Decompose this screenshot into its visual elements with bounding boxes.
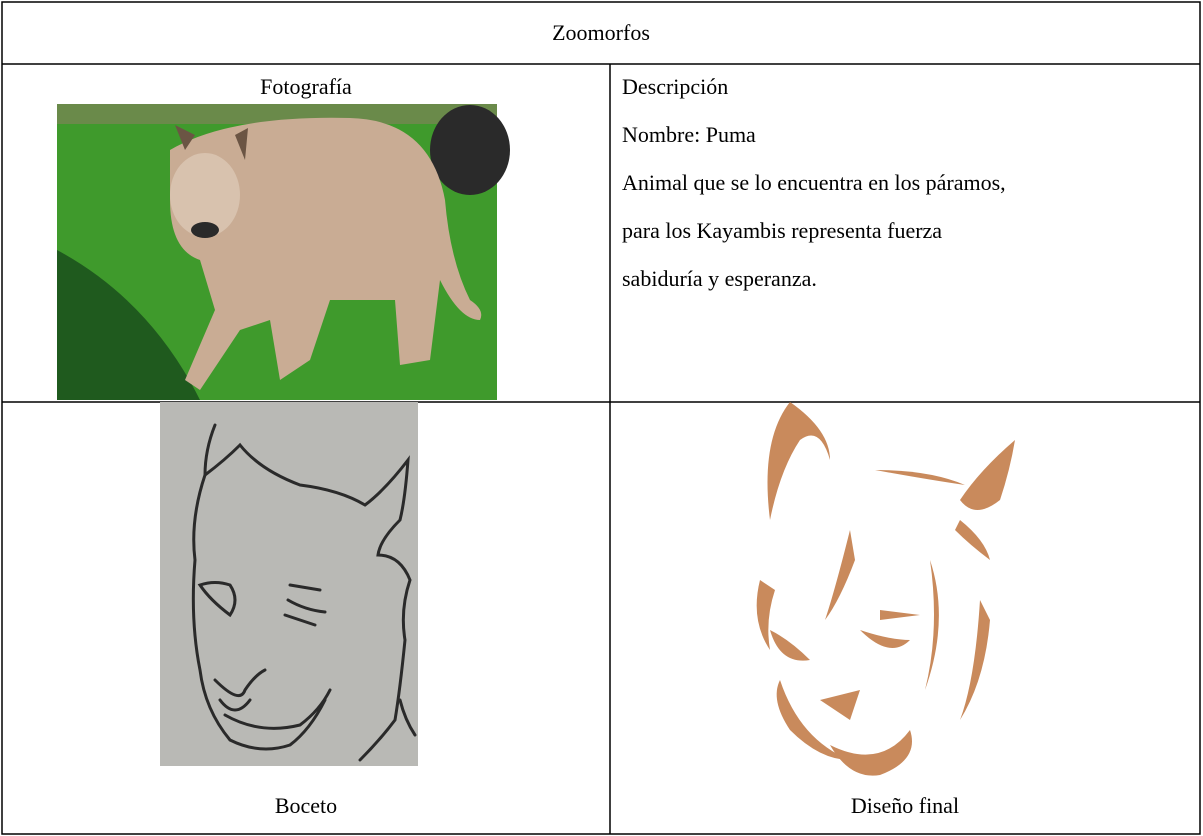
description-line: Animal que se lo encuentra en los páramo… [622, 170, 1006, 195]
description-line: para los Kayambis representa fuerza [622, 218, 943, 243]
column-label: Fotografía [260, 74, 352, 99]
description-name: Nombre: Puma [622, 122, 756, 147]
final-label: Diseño final [850, 793, 960, 818]
description-line: sabiduría y esperanza. [622, 266, 817, 291]
table-title: Zoomorfos [552, 20, 650, 45]
description-heading: Descripción [622, 74, 729, 99]
puma-photo [57, 104, 510, 400]
puma-sketch [160, 402, 418, 766]
puma-final-design [756, 402, 1015, 776]
sketch-label: Boceto [274, 793, 338, 818]
